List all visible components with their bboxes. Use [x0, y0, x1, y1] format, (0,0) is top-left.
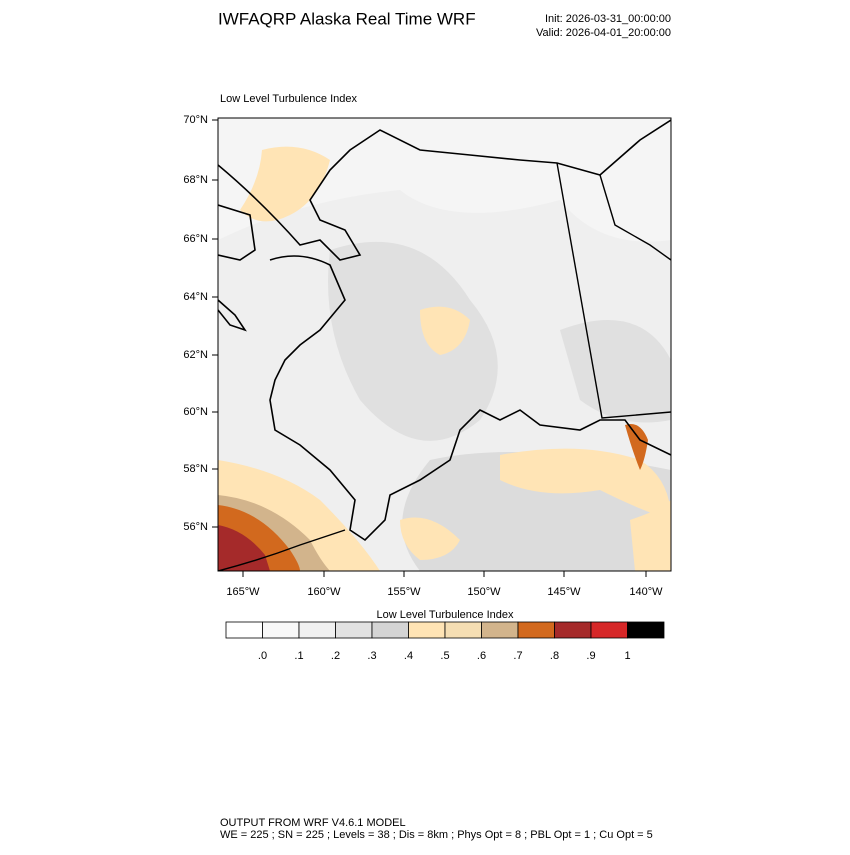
map-title: Low Level Turbulence Index	[220, 93, 357, 105]
colorbar: .0 .1 .2 .3 .4 .5 .6 .7 .8 .9 1	[225, 621, 665, 662]
colorbar-box	[371, 621, 409, 639]
colorbar-box	[590, 621, 628, 639]
colorbar-box	[481, 621, 519, 639]
valid-time: Valid: 2026-04-01_20:00:00	[536, 27, 671, 39]
colorbar-label: .7	[513, 650, 522, 662]
colorbar-label: .9	[586, 650, 595, 662]
colorbar-label: .6	[477, 650, 486, 662]
footer-line: WE = 225 ; SN = 225 ; Levels = 38 ; Dis …	[220, 829, 653, 841]
lon-label: 140°W	[629, 586, 663, 598]
colorbar-box	[335, 621, 373, 639]
colorbar-box	[262, 621, 300, 639]
colorbar-box	[298, 621, 336, 639]
colorbar-box	[517, 621, 555, 639]
lat-label: 68°N	[183, 174, 208, 186]
colorbar-box	[225, 621, 263, 639]
lat-label: 56°N	[183, 521, 208, 533]
colorbar-label: .4	[404, 650, 413, 662]
lon-label: 160°W	[307, 586, 341, 598]
lon-label: 155°W	[387, 586, 421, 598]
map	[217, 117, 672, 572]
lon-label: 150°W	[467, 586, 501, 598]
lat-label: 58°N	[183, 463, 208, 475]
colorbar-label: .1	[294, 650, 303, 662]
lat-label: 62°N	[183, 349, 208, 361]
colorbar-box	[627, 621, 665, 639]
colorbar-label: .5	[440, 650, 449, 662]
lat-label: 60°N	[183, 406, 208, 418]
title: IWFAQRP Alaska Real Time WRF	[218, 9, 476, 28]
colorbar-label: .8	[550, 650, 559, 662]
lon-label: 145°W	[547, 586, 581, 598]
lat-label: 70°N	[183, 114, 208, 126]
lat-label: 66°N	[183, 233, 208, 245]
colorbar-label: .3	[367, 650, 376, 662]
colorbar-label: .0	[258, 650, 267, 662]
colorbar-box	[554, 621, 592, 639]
colorbar-box	[444, 621, 482, 639]
colorbar-box	[408, 621, 446, 639]
footer-line: OUTPUT FROM WRF V4.6.1 MODEL	[220, 817, 406, 829]
init-time: Init: 2026-03-31_00:00:00	[545, 13, 671, 25]
colorbar-label: .2	[331, 650, 340, 662]
lat-label: 64°N	[183, 291, 208, 303]
colorbar-label: 1	[624, 650, 630, 662]
lon-label: 165°W	[226, 586, 260, 598]
colorbar-title: Low Level Turbulence Index	[377, 609, 514, 621]
